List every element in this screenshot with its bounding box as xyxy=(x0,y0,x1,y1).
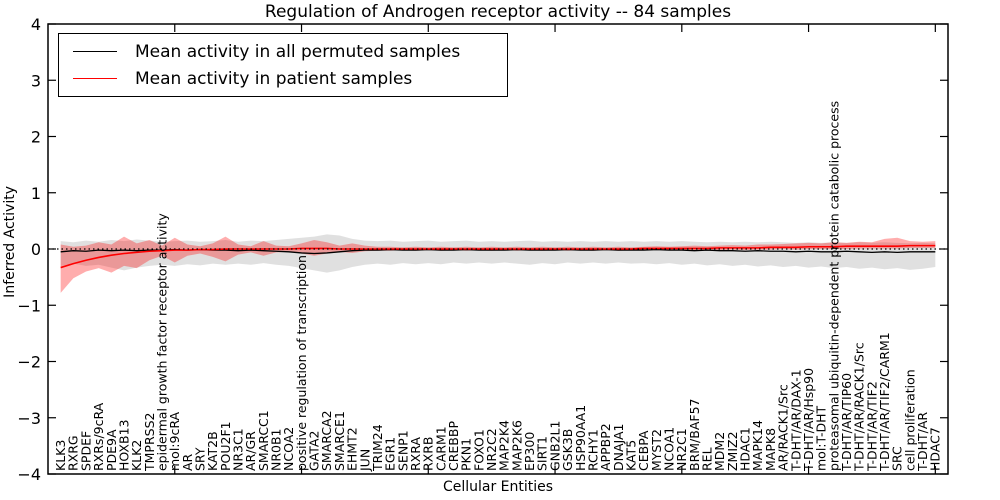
x-category-label: RXRA xyxy=(408,437,423,471)
x-category-label: NR2C2 xyxy=(484,428,499,471)
x-category-label: SMARCA2 xyxy=(319,410,334,471)
x-category-label: NR2C1 xyxy=(674,428,689,471)
x-category-label: SMARCC1 xyxy=(256,410,271,471)
x-category-label: SRC xyxy=(890,446,905,471)
x-category-label: EGR1 xyxy=(383,437,398,471)
legend: Mean activity in all permuted samples Me… xyxy=(58,33,508,97)
x-category-label: KLK3 xyxy=(53,440,68,471)
y-tick-label: −2 xyxy=(17,353,41,372)
legend-label-patient: Mean activity in patient samples xyxy=(135,68,413,89)
x-category-label: T-DHT/AR/TIF2/CARM1 xyxy=(877,332,892,472)
x-category-label: REL xyxy=(700,447,715,471)
legend-entry-permuted: Mean activity in all permuted samples xyxy=(59,39,507,65)
x-category-label: cell proliferation xyxy=(902,369,917,471)
x-category-label: GATA2 xyxy=(307,431,322,471)
x-category-label: MAP2K4 xyxy=(497,420,512,471)
x-category-label: SIRT1 xyxy=(535,436,550,471)
chart-title: Regulation of Androgen receptor activity… xyxy=(264,2,732,22)
x-category-label: GSK3B xyxy=(560,429,575,471)
x-category-label: EHMT2 xyxy=(345,427,360,471)
x-category-label: positive regulation of transcription xyxy=(294,255,309,471)
y-tick-label: −1 xyxy=(17,296,41,315)
x-category-label: T-DHT/AR/TIF2 xyxy=(864,381,879,472)
x-category-label: KAT5 xyxy=(623,440,638,471)
x-category-label: mol:T-DHT xyxy=(814,405,829,471)
x-category-label: SMARCE1 xyxy=(332,411,347,471)
x-category-label: AR/RACK1/Src xyxy=(776,384,791,471)
patient-std-band xyxy=(60,236,936,293)
y-tick-label: −3 xyxy=(17,409,41,428)
y-tick-label: 4 xyxy=(31,15,41,34)
x-category-label: TRIM24 xyxy=(370,424,385,472)
x-category-label: AR xyxy=(180,453,195,471)
x-category-label: RXRs/9cRA xyxy=(91,402,106,471)
x-category-label: FOXO1 xyxy=(471,429,486,471)
y-axis-label: Inferred Activity xyxy=(2,186,18,298)
legend-entry-patient: Mean activity in patient samples xyxy=(59,66,507,92)
x-category-label: HOXB13 xyxy=(116,420,131,471)
x-category-label: mol:9cRA xyxy=(167,411,182,471)
x-category-label: AR/GR xyxy=(243,431,258,471)
x-category-label: MAP2K6 xyxy=(509,420,524,471)
y-tick-label: 2 xyxy=(31,128,41,147)
x-category-label: CREBBP xyxy=(446,421,461,471)
x-category-label: T-DHT/AR/RACK1/Src xyxy=(852,342,867,472)
x-category-label: EP300 xyxy=(522,432,537,471)
x-category-label: JUN xyxy=(357,449,372,472)
x-category-label: MAPK8 xyxy=(763,428,778,471)
x-category-label: APPBP2 xyxy=(598,423,613,471)
patient-line-swatch xyxy=(73,78,117,79)
permuted-std-band xyxy=(60,234,936,273)
x-category-label: SENP1 xyxy=(395,430,410,471)
x-category-label: DNAJA1 xyxy=(611,424,626,472)
x-category-label: SPDEF xyxy=(78,431,93,471)
x-category-label: RCHY1 xyxy=(585,429,600,471)
x-category-label: SRY xyxy=(192,447,207,471)
legend-label-permuted: Mean activity in all permuted samples xyxy=(135,41,461,62)
x-category-label: NCOA1 xyxy=(662,427,677,471)
x-category-label: NR0B1 xyxy=(269,428,284,471)
y-tick-label: 1 xyxy=(31,184,41,203)
x-category-label: T-DHT/AR/TIP60 xyxy=(839,373,854,472)
x-category-label: MYST2 xyxy=(649,429,664,471)
x-category-label: HDAC7 xyxy=(928,427,943,471)
x-category-label: KLK2 xyxy=(129,440,144,471)
x-category-label: ZMIZ2 xyxy=(725,431,740,471)
x-category-label: KAT2B xyxy=(205,431,220,471)
x-category-label: MAPK14 xyxy=(750,420,765,471)
x-category-label: PDE9A xyxy=(104,429,119,471)
x-category-label: CARM1 xyxy=(433,426,448,471)
y-tick-label: −4 xyxy=(17,465,41,484)
x-category-label: NR3C1 xyxy=(231,428,246,471)
x-category-label: BRM/BAF57 xyxy=(687,399,702,471)
x-category-label: NCOA2 xyxy=(281,427,296,471)
x-category-label: CEBPA xyxy=(636,430,651,471)
x-category-label: GNB2L1 xyxy=(547,421,562,471)
permuted-line-swatch xyxy=(73,51,117,52)
x-category-label: epidermal growth factor receptor activit… xyxy=(154,213,169,471)
x-axis-label: Cellular Entities xyxy=(442,479,554,495)
y-tick-label: 0 xyxy=(31,240,41,259)
x-category-label: POU2F1 xyxy=(218,421,233,471)
x-category-label: PKN1 xyxy=(459,438,474,471)
x-category-label: HDAC1 xyxy=(738,427,753,471)
x-category-label: proteasomal ubiquitin-dependent protein … xyxy=(826,101,841,471)
x-category-label: MDM2 xyxy=(712,432,727,471)
x-category-label: T-DHT/AR xyxy=(915,412,930,472)
x-category-label: RXRB xyxy=(421,436,436,471)
x-category-label: HSP90AA1 xyxy=(573,405,588,471)
x-category-label: RXRG xyxy=(66,435,81,471)
x-category-label: TMPRSS2 xyxy=(142,413,157,472)
x-category-label: T-DHT/AR/Hsp90 xyxy=(801,368,816,472)
y-tick-label: 3 xyxy=(31,71,41,90)
x-category-label: T-DHT/AR/DAX-1 xyxy=(788,369,803,472)
